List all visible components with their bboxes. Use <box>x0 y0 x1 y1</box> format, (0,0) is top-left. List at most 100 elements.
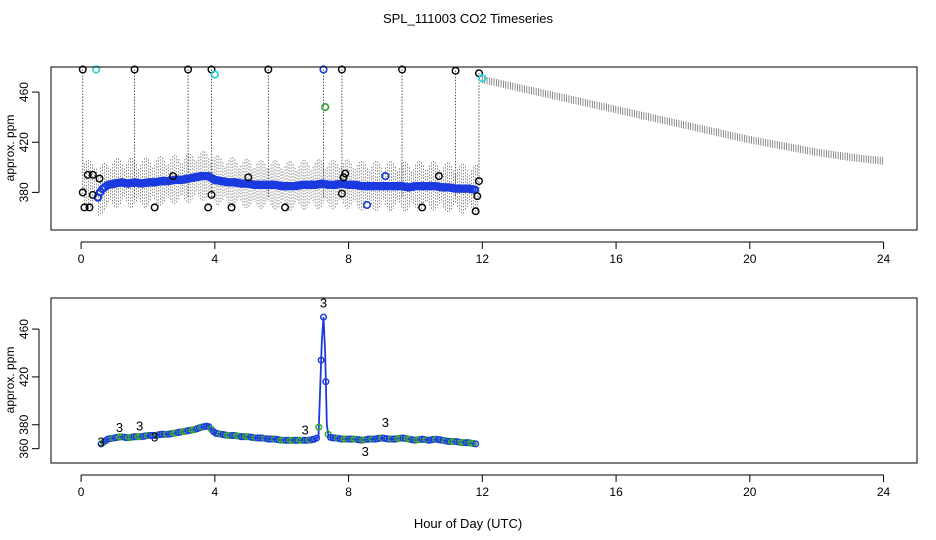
outlier-point-black <box>337 189 346 198</box>
top-x-tick-label: 16 <box>609 252 623 266</box>
annotation-label: 3 <box>116 420 123 435</box>
series-point <box>364 435 372 443</box>
series-point <box>369 435 377 443</box>
bottom-y-tick-label: 360 <box>17 438 31 458</box>
top-x-tick-label: 12 <box>476 252 490 266</box>
outlier-point-black <box>474 177 483 186</box>
series-point <box>149 431 157 440</box>
annotation-label: 3 <box>382 415 389 430</box>
main-point <box>470 185 479 194</box>
bottom-x-tick-label: 4 <box>211 485 218 499</box>
outlier-point-black <box>78 188 87 197</box>
outlier-point-black <box>418 203 427 212</box>
annotation-label: 3 <box>362 444 369 459</box>
annotation-label: 3 <box>151 429 158 444</box>
series-point <box>223 431 232 439</box>
outlier-point-black <box>398 65 407 74</box>
top-x-tick-label: 4 <box>211 252 218 266</box>
outlier-point-black <box>88 170 97 179</box>
series-point <box>446 437 454 446</box>
outlier-point-black <box>207 190 216 199</box>
bottom-x-axis: 0 4 8 12 16 20 24 <box>78 474 891 499</box>
series-point <box>240 433 248 441</box>
outlier-point-cyan <box>210 70 219 79</box>
series-point <box>144 431 152 440</box>
top-y-axis: 380 420 460 <box>17 82 40 202</box>
top-main-series <box>93 171 479 202</box>
annotation-label: 3 <box>320 296 327 311</box>
series-point <box>312 434 321 442</box>
series-point <box>238 433 246 441</box>
outlier-point-cyan <box>92 65 101 74</box>
outlier-point-black <box>184 65 193 74</box>
figure-title: SPL_111003 CO2 Timeseries <box>383 11 554 26</box>
outlier-point-blue <box>319 65 328 74</box>
outlier-point-black <box>473 192 482 201</box>
series-point <box>282 436 290 444</box>
series-point <box>317 356 325 364</box>
outlier-point-black <box>85 203 94 212</box>
bottom-plot-frame <box>50 297 918 464</box>
series-point <box>458 439 466 447</box>
outlier-point-green <box>321 103 330 112</box>
series-point <box>280 436 288 444</box>
bottom-series-line <box>100 317 476 445</box>
series-point <box>146 431 154 440</box>
series-point <box>448 437 456 446</box>
outlier-point-black <box>227 203 236 212</box>
top-plot-frame <box>50 66 918 231</box>
outlier-point-black <box>88 190 97 199</box>
series-point <box>322 378 330 386</box>
series-point <box>294 436 302 444</box>
series-point <box>345 435 353 443</box>
series-point <box>135 433 143 441</box>
annotation-label: 3 <box>98 434 105 449</box>
top-outlier-points <box>78 65 487 216</box>
bottom-x-tick-label: 12 <box>476 485 490 499</box>
top-x-tick-label: 24 <box>877 252 891 266</box>
series-point <box>298 436 306 444</box>
series-point <box>158 430 166 438</box>
series-point <box>329 434 337 442</box>
series-point <box>254 434 262 442</box>
bottom-x-tick-label: 24 <box>877 485 891 499</box>
outlier-point-black <box>150 203 159 212</box>
outlier-point-black <box>281 203 290 212</box>
annotation-label: 3 <box>136 419 143 434</box>
outlier-point-blue <box>381 171 390 181</box>
outlier-point-cyan <box>478 74 487 83</box>
series-point <box>268 435 276 443</box>
outlier-point-black <box>434 172 443 181</box>
bottom-y-tick-label: 420 <box>17 367 31 387</box>
series-point <box>301 436 309 444</box>
bottom-x-tick-label: 8 <box>345 485 352 499</box>
series-point <box>296 436 304 444</box>
outlier-point-blue <box>362 200 372 210</box>
outlier-point-black <box>95 174 104 183</box>
series-point <box>472 440 480 448</box>
bottom-y-tick-label: 380 <box>17 414 31 434</box>
series-point <box>343 435 351 443</box>
series-point <box>242 433 250 441</box>
series-point <box>289 436 297 444</box>
top-y-axis-label: approx. ppm <box>3 115 17 182</box>
series-point <box>357 436 365 444</box>
outlier-point-black <box>339 173 348 182</box>
series-point <box>341 435 349 443</box>
series-point <box>390 435 398 443</box>
outlier-point-black <box>244 173 253 182</box>
bottom-y-axis-label: approx. ppm <box>3 347 17 414</box>
top-x-axis: 0 4 8 12 16 20 24 <box>78 241 891 266</box>
series-point <box>385 435 393 443</box>
series-point <box>291 436 299 444</box>
top-panel: 0 4 8 12 16 20 24 380 420 460 approx. ppm <box>3 65 918 266</box>
series-point <box>277 436 285 444</box>
series-point <box>397 434 405 442</box>
series-point <box>287 436 295 444</box>
series-point <box>252 434 260 442</box>
series-point <box>366 435 374 443</box>
series-point <box>315 423 323 431</box>
bottom-x-tick-label: 20 <box>743 485 757 499</box>
top-x-tick-label: 0 <box>78 252 85 266</box>
